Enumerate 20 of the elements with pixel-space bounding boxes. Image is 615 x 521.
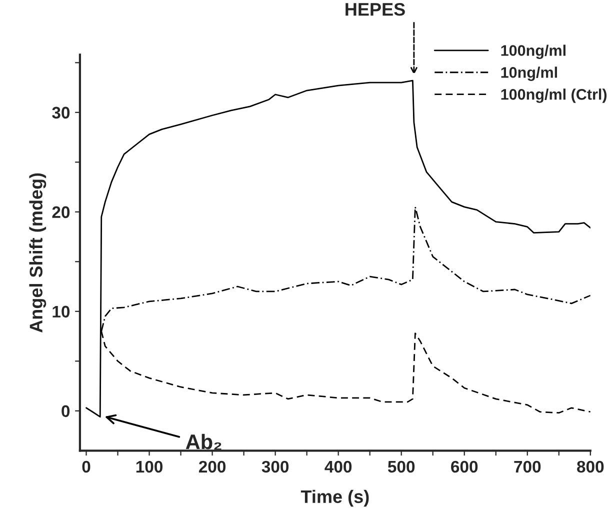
legend-label: 10ng/ml	[501, 66, 557, 81]
legend-label: 100ng/ml	[501, 44, 566, 60]
x-axis-title: Time (s)	[300, 490, 369, 507]
legend-label: 100ng/ml (Ctrl)	[501, 88, 607, 103]
x-tick-label: 0	[82, 460, 90, 473]
y-axis-title: Angel Shift (mdeg)	[29, 173, 46, 332]
y-tick-label: 20	[52, 206, 70, 218]
annotation: Ab₂	[186, 434, 222, 450]
y-tick-label: 10	[52, 306, 70, 318]
x-tick-label: 100	[136, 460, 162, 473]
annotation: HEPES	[346, 2, 405, 16]
x-tick-label: 600	[451, 460, 478, 473]
y-tick-label: 0	[62, 405, 70, 418]
x-tick-label: 700	[514, 460, 541, 473]
x-tick-label: 200	[198, 460, 226, 473]
x-tick-label: 300	[262, 460, 289, 473]
y-tick-label: 30	[52, 106, 70, 119]
x-tick-label: 400	[324, 460, 352, 473]
x-tick-label: 800	[577, 460, 604, 473]
x-tick-label: 500	[388, 460, 415, 473]
